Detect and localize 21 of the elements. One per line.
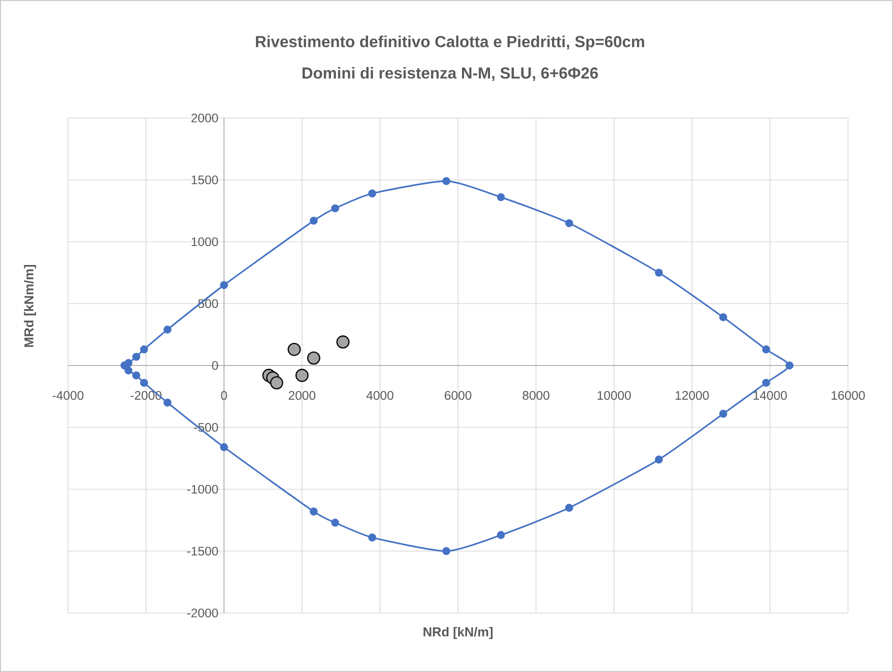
y-tick-label: 1500 [192, 175, 218, 184]
x-tick-label: 2000 [288, 391, 316, 400]
x-tick-label: -4000 [52, 391, 84, 400]
y-tick-label: 1000 [192, 237, 218, 246]
y-tick-label: 2000 [191, 114, 218, 122]
y-tick-label: -1000 [187, 484, 218, 494]
y-tick-label: -1500 [187, 546, 218, 556]
chart-title: Rivestimento definitivo Calotta e Piedritti, Sp=60cm [256, 36, 644, 50]
x-tick-label: 4000 [366, 391, 394, 400]
y-tick-label: 0 [212, 361, 218, 370]
y-axis-title: MRd [kNm/m] [24, 264, 36, 347]
x-axis-title: NRd [kN/m] [424, 626, 493, 640]
x-tick-label: 14000 [754, 391, 787, 400]
x-tick-label: 16000 [832, 391, 865, 400]
x-tick-label: 0 [221, 391, 227, 400]
x-tick-label: 12000 [676, 391, 709, 400]
x-tick-label: 10000 [598, 391, 631, 400]
x-tick-label: 8000 [522, 391, 550, 400]
x-tick-label: 6000 [444, 391, 472, 400]
chart-subtitle: Domini di resistenza N-M, SLU, 6+6Φ26 [302, 66, 598, 81]
y-tick-label: -2000 [187, 608, 218, 618]
